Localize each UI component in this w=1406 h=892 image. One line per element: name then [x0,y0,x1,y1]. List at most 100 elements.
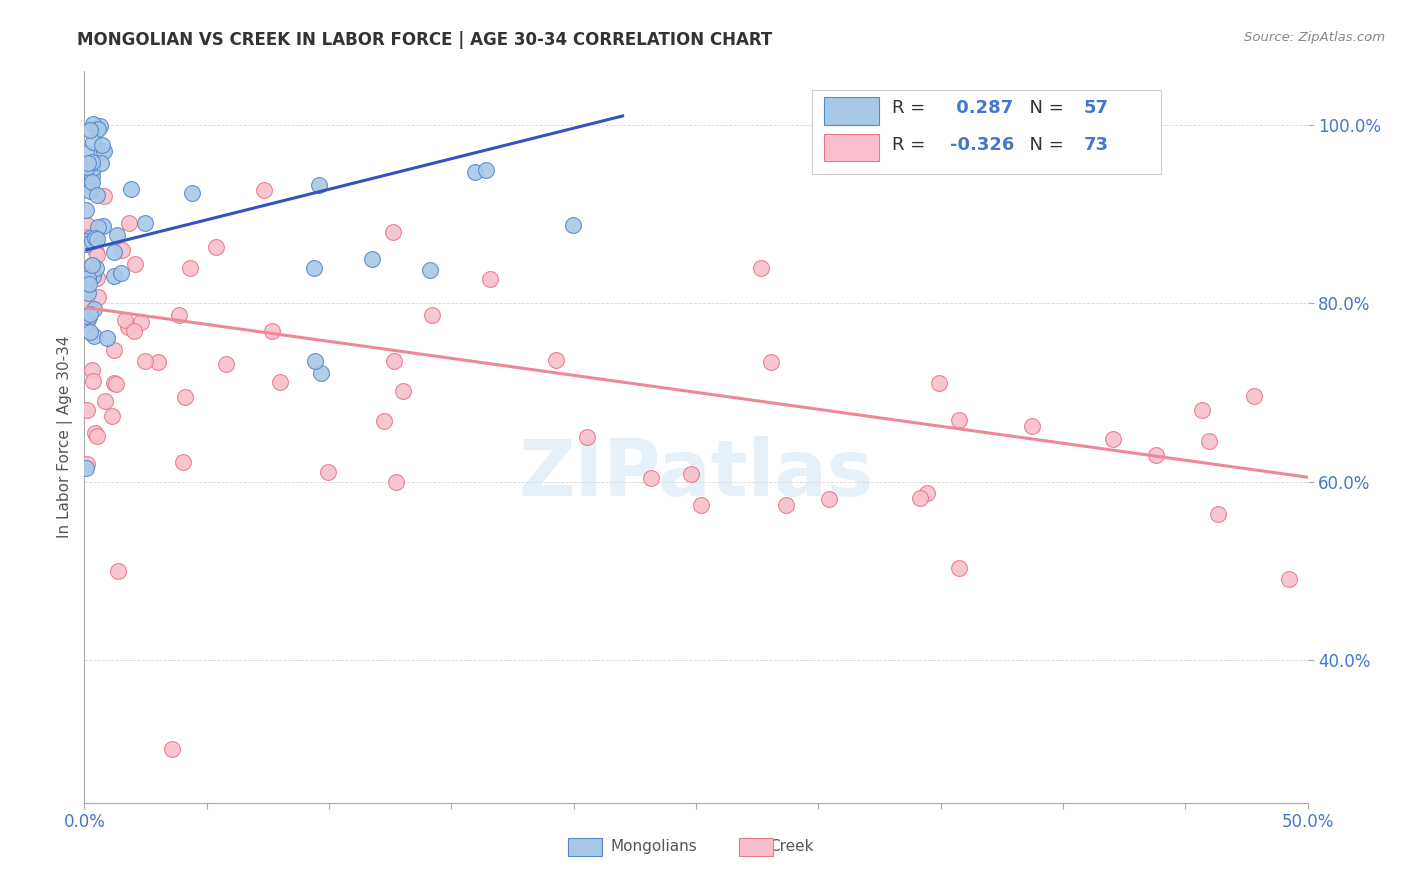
Point [948,560,970,574]
Point [76,403,98,417]
Point [76,297,98,311]
Point [269,375,291,389]
Point [76,234,98,248]
Point [775,499,797,513]
FancyBboxPatch shape [824,134,880,161]
Point [759,355,782,369]
Point [562,218,585,232]
Point [93,144,115,158]
Point [80,234,103,248]
Point [84,244,107,259]
FancyBboxPatch shape [824,97,880,125]
Point [87,290,110,304]
Point [120,182,142,196]
Point [75,236,97,251]
Point [86,248,108,262]
Point [103,343,125,358]
Point [111,244,134,258]
Text: Mongolians: Mongolians [610,839,697,855]
Point [304,353,326,368]
Point [1191,403,1213,417]
Point [1102,433,1125,447]
Point [82,269,104,284]
Point [79,185,101,199]
Point [110,266,132,280]
Text: Source: ZipAtlas.com: Source: ZipAtlas.com [1244,31,1385,45]
Point [82,161,104,176]
Point [640,471,662,485]
Point [146,355,169,369]
Point [93,189,115,203]
Point [87,219,110,234]
Y-axis label: In Labor Force | Age 30-34: In Labor Force | Age 30-34 [58,335,73,539]
Point [79,231,101,245]
Point [76,218,98,232]
Point [83,425,105,440]
Point [104,377,127,392]
Point [105,228,128,243]
Point [205,240,228,254]
Point [80,258,103,272]
Point [464,164,486,178]
Point [103,376,125,390]
Point [94,393,117,408]
Text: MONGOLIAN VS CREEK IN LABOR FORCE | AGE 30-34 CORRELATION CHART: MONGOLIAN VS CREEK IN LABOR FORCE | AGE … [77,31,772,49]
Point [84,261,107,276]
Point [392,384,415,398]
Point [96,331,118,345]
Point [928,376,950,391]
Point [87,121,110,136]
Point [83,230,105,244]
Point [75,309,97,323]
Point [134,216,156,230]
Point [83,302,105,317]
Point [253,183,276,197]
Text: R =: R = [891,99,931,117]
Point [302,260,325,275]
Point [817,492,839,507]
Point [172,454,194,468]
Text: N =: N = [1018,136,1069,153]
Point [86,429,108,443]
Point [90,156,112,170]
Point [75,203,97,218]
Point [179,261,201,276]
Point [1206,507,1229,521]
Text: -0.326: -0.326 [950,136,1015,153]
Point [316,465,339,479]
Point [576,430,599,444]
Point [82,117,104,131]
Text: 73: 73 [1084,136,1109,153]
Point [117,319,139,334]
Text: 57: 57 [1084,99,1109,117]
Point [160,742,183,756]
Point [82,135,104,149]
Point [82,374,104,388]
Point [80,175,103,189]
Point [86,271,108,285]
Point [103,244,125,259]
Point [948,413,970,427]
Point [134,354,156,368]
Point [76,457,98,471]
FancyBboxPatch shape [738,838,773,856]
Point [1144,448,1167,462]
Point [260,324,283,338]
Point [381,226,404,240]
Point [77,286,100,301]
Point [76,271,98,285]
Point [215,357,238,371]
Point [91,219,114,234]
Point [103,269,125,284]
Point [114,312,136,326]
Text: ZIPatlas: ZIPatlas [519,435,873,512]
Point [131,315,153,329]
Point [76,315,98,329]
FancyBboxPatch shape [568,838,602,856]
Point [80,169,103,183]
Text: 0.287: 0.287 [950,99,1014,117]
Point [917,486,939,500]
Point [76,161,98,175]
Point [86,188,108,202]
Point [309,366,332,380]
